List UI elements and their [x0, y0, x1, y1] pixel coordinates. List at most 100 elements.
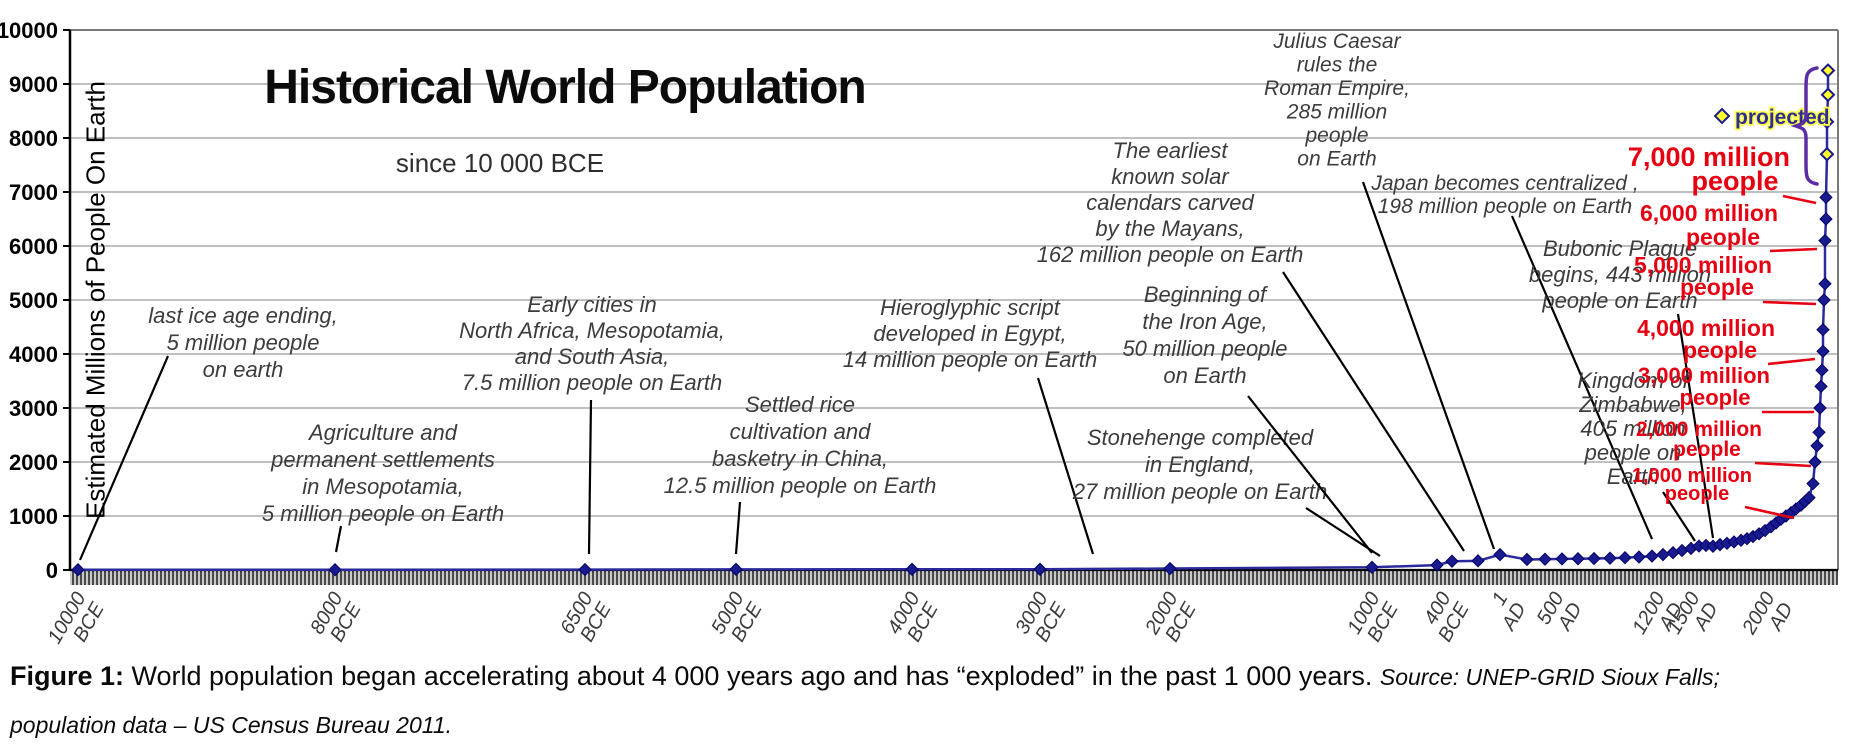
annotation-leader-mayans: [1282, 271, 1465, 552]
milestone-label-5000: people: [1680, 274, 1754, 300]
figure-caption: Figure 1: World population began acceler…: [10, 661, 1842, 692]
data-point: [1571, 552, 1585, 566]
annotation-settled-rice: basketry in China,: [712, 446, 888, 471]
annotation-leader-hieroglyphic: [1036, 377, 1095, 555]
chart-subtitle: since 10 000 BCE: [395, 148, 605, 178]
data-point: [1520, 552, 1534, 567]
annotation-agriculture: Agriculture and: [307, 420, 458, 445]
y-tick-label: 9000: [9, 72, 58, 97]
annotation-iron-age: on Earth: [1163, 363, 1246, 388]
y-tick-label: 3000: [9, 396, 58, 421]
annotation-caesar: Roman Empire,: [1264, 77, 1410, 100]
milestone-label-5000: 5,000 million: [1634, 252, 1772, 278]
data-point: [905, 562, 919, 577]
annotation-stonehenge: in England,: [1145, 452, 1255, 477]
data-point: [1445, 554, 1459, 568]
annotation-leader-early-cities: [587, 399, 593, 555]
data-point: [1493, 547, 1507, 562]
population-chart: 0 1000 2000 3000 4000 5000 6000 7000 8000 9000 100…: [0, 18, 1839, 648]
milestone-leader-6000: [1769, 247, 1818, 253]
annotation-bubonic: people on Earth: [1541, 288, 1697, 313]
data-point: [1812, 425, 1826, 440]
figure-caption-label: Figure 1:: [10, 661, 125, 691]
annotation-ice-age: last ice age ending,: [148, 303, 338, 328]
milestone-leader-1000: [1744, 505, 1795, 520]
annotation-settled-rice: cultivation and: [730, 419, 871, 444]
figure-caption-source-line2: population data – US Census Bureau 2011.: [10, 712, 452, 738]
annotation-early-cities: North Africa, Mesopotamia,: [459, 318, 725, 343]
milestone-label-3000: 3,000 million: [1638, 363, 1770, 388]
annotation-mayans: calendars carved: [1086, 190, 1254, 215]
annotation-leader-settled-rice: [734, 501, 742, 555]
data-point: [1802, 490, 1816, 505]
y-axis-label: Estimated Millions of People On Earth: [80, 81, 111, 519]
data-point: [1818, 277, 1832, 291]
data-point: [1808, 455, 1822, 469]
y-tick-label: 5000: [9, 288, 58, 313]
data-point: [71, 563, 85, 577]
data-point: [1815, 363, 1829, 377]
annotation-hieroglyphic: Hieroglyphic script: [880, 295, 1061, 320]
data-point: [1810, 439, 1824, 453]
milestone-label-1000: people: [1665, 483, 1729, 505]
milestone-leader-4000: [1767, 357, 1816, 366]
y-tick-label: 0: [46, 558, 58, 583]
milestone-leader-2000: [1754, 461, 1812, 468]
data-point: [1033, 562, 1047, 576]
annotation-agriculture: 5 million people on Earth: [262, 501, 504, 526]
annotation-japan: 198 million people on Earth: [1378, 195, 1633, 218]
data-point: [328, 563, 342, 577]
data-point: [1814, 379, 1828, 394]
data-point: [1587, 551, 1601, 566]
y-tick-label: 2000: [9, 450, 58, 475]
data-point: [1538, 552, 1552, 566]
y-tick-label: 4000: [9, 342, 58, 367]
milestone-label-1000: 1,000 million: [1632, 465, 1752, 487]
data-point: [1430, 558, 1444, 572]
annotation-zimbabwe: Earth: [1607, 464, 1660, 489]
milestone-label-4000: people: [1683, 337, 1757, 363]
annotation-agriculture: permanent settlements: [270, 447, 495, 472]
annotation-leader-zimbabwe: [1662, 491, 1696, 542]
data-point: [1816, 322, 1830, 337]
annotation-bubonic: Bubonic Plague: [1543, 236, 1697, 261]
milestone-label-6000: people: [1686, 224, 1760, 250]
data-point: [1555, 552, 1569, 566]
projected-point: [1819, 146, 1835, 162]
data-point: [1365, 560, 1379, 575]
milestone-label-7000: people: [1691, 166, 1778, 196]
annotation-caesar: Julius Caesar: [1272, 30, 1401, 53]
data-point: [1675, 543, 1689, 558]
chart-title: Historical World Population: [264, 61, 866, 114]
data-point: [1603, 551, 1617, 565]
y-tick-label: 8000: [9, 126, 58, 151]
annotation-settled-rice: Settled rice: [745, 392, 855, 417]
annotation-iron-age: 50 million people: [1122, 336, 1287, 361]
annotation-caesar: people: [1304, 124, 1368, 147]
data-point: [1818, 233, 1832, 248]
annotation-leader-caesar: [1361, 181, 1496, 550]
annotation-hieroglyphic: developed in Egypt,: [873, 321, 1066, 346]
annotation-hieroglyphic: 14 million people on Earth: [843, 347, 1097, 372]
data-point: [1806, 476, 1820, 491]
data-point: [1666, 546, 1680, 560]
y-tick-label: 10000: [0, 18, 58, 43]
data-point: [1816, 344, 1830, 359]
data-point: [729, 562, 743, 577]
data-point: [1645, 549, 1659, 563]
y-tick-label: 6000: [9, 234, 58, 259]
milestone-label-7000: 7,000 million: [1628, 142, 1790, 172]
data-point: [1817, 293, 1831, 307]
annotation-early-cities: 7.5 million people on Earth: [462, 370, 723, 395]
annotation-leader-japan: [1510, 215, 1654, 540]
annotation-leader-agriculture: [334, 525, 343, 553]
